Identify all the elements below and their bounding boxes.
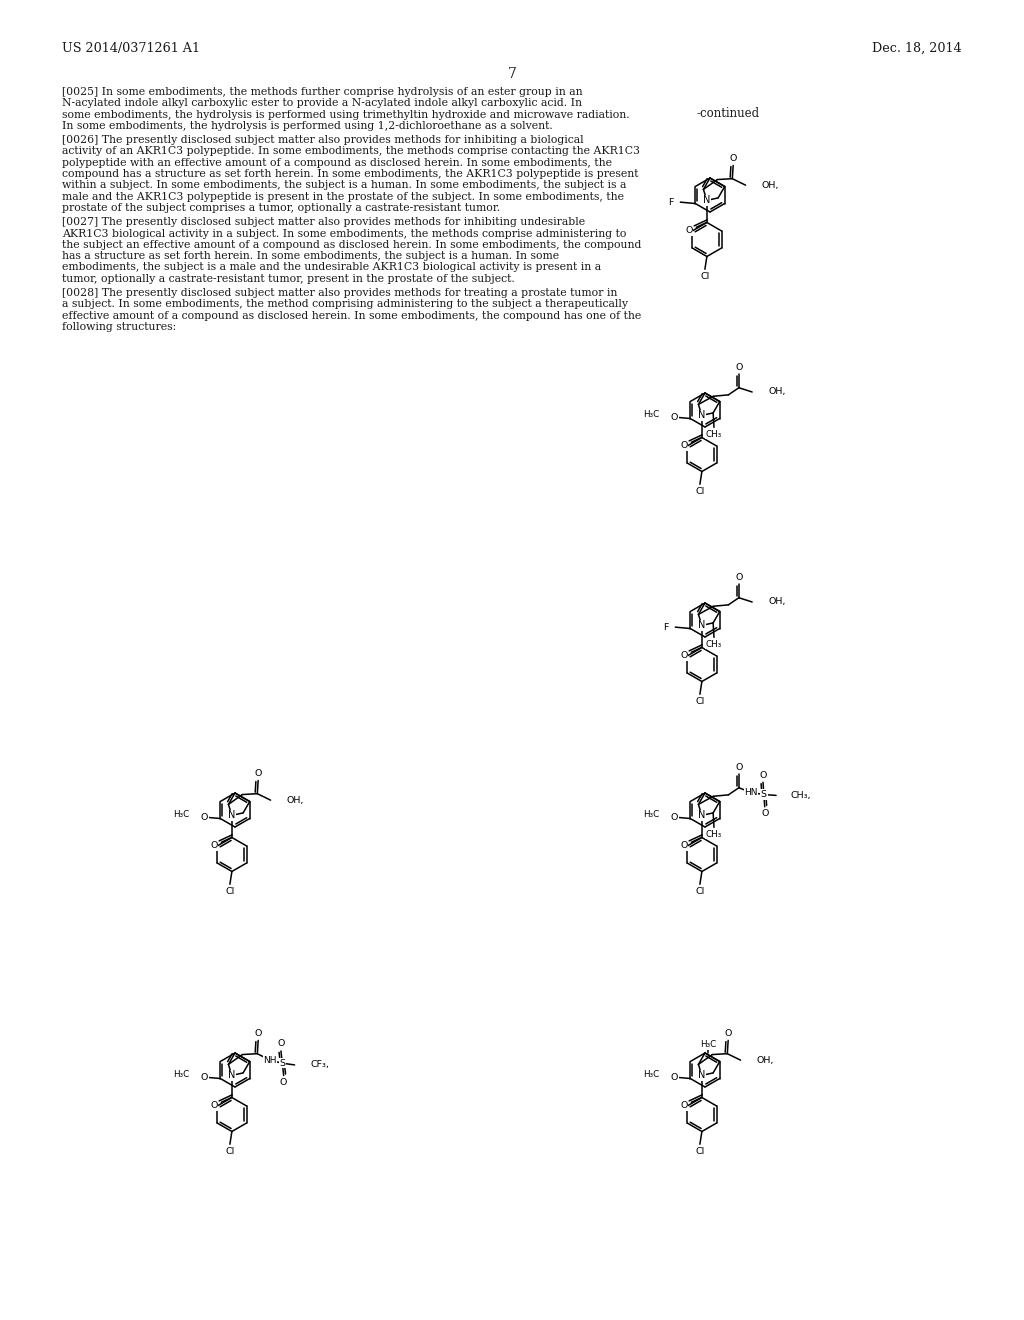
Text: OH,: OH, <box>768 598 785 606</box>
Text: O: O <box>280 1078 288 1086</box>
Text: the subject an effective amount of a compound as disclosed herein. In some embod: the subject an effective amount of a com… <box>62 240 641 249</box>
Text: activity of an AKR1C3 polypeptide. In some embodiments, the methods comprise con: activity of an AKR1C3 polypeptide. In so… <box>62 147 640 157</box>
Text: Cl: Cl <box>700 272 710 281</box>
Text: H₃C: H₃C <box>699 1040 716 1049</box>
Text: Cl: Cl <box>225 1147 234 1156</box>
Text: O: O <box>671 813 678 821</box>
Text: O: O <box>278 1039 285 1048</box>
Text: within a subject. In some embodiments, the subject is a human. In some embodimen: within a subject. In some embodiments, t… <box>62 181 627 190</box>
Text: Cl: Cl <box>225 887 234 896</box>
Text: H₃C: H₃C <box>173 1069 189 1078</box>
Text: Cl: Cl <box>695 1147 705 1156</box>
Text: N: N <box>703 195 711 206</box>
Text: OH,: OH, <box>287 796 304 805</box>
Text: H₃C: H₃C <box>643 409 659 418</box>
Text: prostate of the subject comprises a tumor, optionally a castrate-resistant tumor: prostate of the subject comprises a tumo… <box>62 203 500 213</box>
Text: O: O <box>201 1073 208 1081</box>
Text: N: N <box>698 411 706 420</box>
Text: H₃C: H₃C <box>643 809 659 818</box>
Text: H₃C: H₃C <box>643 1069 659 1078</box>
Text: F: F <box>668 198 674 207</box>
Text: CH₃,: CH₃, <box>791 791 811 800</box>
Text: some embodiments, the hydrolysis is performed using trimethyltin hydroxide and m: some embodiments, the hydrolysis is perf… <box>62 110 630 120</box>
Text: compound has a structure as set forth herein. In some embodiments, the AKR1C3 po: compound has a structure as set forth he… <box>62 169 639 180</box>
Text: CH₃: CH₃ <box>706 830 722 838</box>
Text: CH₃: CH₃ <box>706 430 722 438</box>
Text: O: O <box>761 809 768 818</box>
Text: OH,: OH, <box>768 388 785 396</box>
Text: O: O <box>211 1101 218 1110</box>
Text: O: O <box>685 227 693 235</box>
Text: effective amount of a compound as disclosed herein. In some embodiments, the com: effective amount of a compound as disclo… <box>62 310 641 321</box>
Text: N: N <box>698 1071 706 1080</box>
Text: Cl: Cl <box>695 887 705 896</box>
Text: has a structure as set forth herein. In some embodiments, the subject is a human: has a structure as set forth herein. In … <box>62 251 559 261</box>
Text: [0025] In some embodiments, the methods further comprise hydrolysis of an ester : [0025] In some embodiments, the methods … <box>62 87 583 96</box>
Text: O: O <box>681 841 688 850</box>
Text: [0028] The presently disclosed subject matter also provides methods for treating: [0028] The presently disclosed subject m… <box>62 288 617 298</box>
Text: CH₃: CH₃ <box>706 640 722 649</box>
Text: O: O <box>671 1073 678 1081</box>
Text: N: N <box>228 1071 236 1080</box>
Text: O: O <box>211 841 218 850</box>
Text: O: O <box>201 813 208 821</box>
Text: CF₃,: CF₃, <box>310 1060 330 1069</box>
Text: OH,: OH, <box>762 181 779 190</box>
Text: O: O <box>735 763 742 772</box>
Text: O: O <box>671 413 678 421</box>
Text: O: O <box>725 1028 732 1038</box>
Text: following structures:: following structures: <box>62 322 176 333</box>
Text: O: O <box>681 1101 688 1110</box>
Text: O: O <box>735 573 742 582</box>
Text: tumor, optionally a castrate-resistant tumor, present in the prostate of the sub: tumor, optionally a castrate-resistant t… <box>62 273 515 284</box>
Text: O: O <box>760 771 767 780</box>
Text: H₃C: H₃C <box>173 809 189 818</box>
Text: Cl: Cl <box>695 487 705 496</box>
Text: 7: 7 <box>508 67 516 81</box>
Text: polypeptide with an effective amount of a compound as disclosed herein. In some : polypeptide with an effective amount of … <box>62 158 612 168</box>
Text: In some embodiments, the hydrolysis is performed using 1,2-dichloroethane as a s: In some embodiments, the hydrolysis is p… <box>62 121 553 131</box>
Text: US 2014/0371261 A1: US 2014/0371261 A1 <box>62 42 200 55</box>
Text: O: O <box>729 154 737 162</box>
Text: AKR1C3 biological activity in a subject. In some embodiments, the methods compri: AKR1C3 biological activity in a subject.… <box>62 228 627 239</box>
Text: Dec. 18, 2014: Dec. 18, 2014 <box>872 42 962 55</box>
Text: Cl: Cl <box>695 697 705 706</box>
Text: S: S <box>761 791 767 799</box>
Text: N: N <box>698 620 706 631</box>
Text: F: F <box>663 623 669 632</box>
Text: OH,: OH, <box>757 1056 774 1065</box>
Text: N: N <box>698 810 706 821</box>
Text: male and the AKR1C3 polypeptide is present in the prostate of the subject. In so: male and the AKR1C3 polypeptide is prese… <box>62 191 624 202</box>
Text: -continued: -continued <box>696 107 760 120</box>
Text: a subject. In some embodiments, the method comprising administering to the subje: a subject. In some embodiments, the meth… <box>62 300 628 309</box>
Text: O: O <box>681 441 688 450</box>
Text: S: S <box>280 1059 286 1068</box>
Text: HN: HN <box>744 788 758 797</box>
Text: [0027] The presently disclosed subject matter also provides methods for inhibiti: [0027] The presently disclosed subject m… <box>62 218 585 227</box>
Text: N: N <box>228 810 236 821</box>
Text: O: O <box>255 770 262 777</box>
Text: [0026] The presently disclosed subject matter also provides methods for inhibiti: [0026] The presently disclosed subject m… <box>62 135 584 145</box>
Text: O: O <box>735 363 742 372</box>
Text: N-acylated indole alkyl carboxylic ester to provide a N-acylated indole alkyl ca: N-acylated indole alkyl carboxylic ester… <box>62 98 582 108</box>
Text: NH: NH <box>263 1056 276 1065</box>
Text: O: O <box>255 1028 262 1038</box>
Text: O: O <box>681 651 688 660</box>
Text: embodiments, the subject is a male and the undesirable AKR1C3 biological activit: embodiments, the subject is a male and t… <box>62 263 601 272</box>
